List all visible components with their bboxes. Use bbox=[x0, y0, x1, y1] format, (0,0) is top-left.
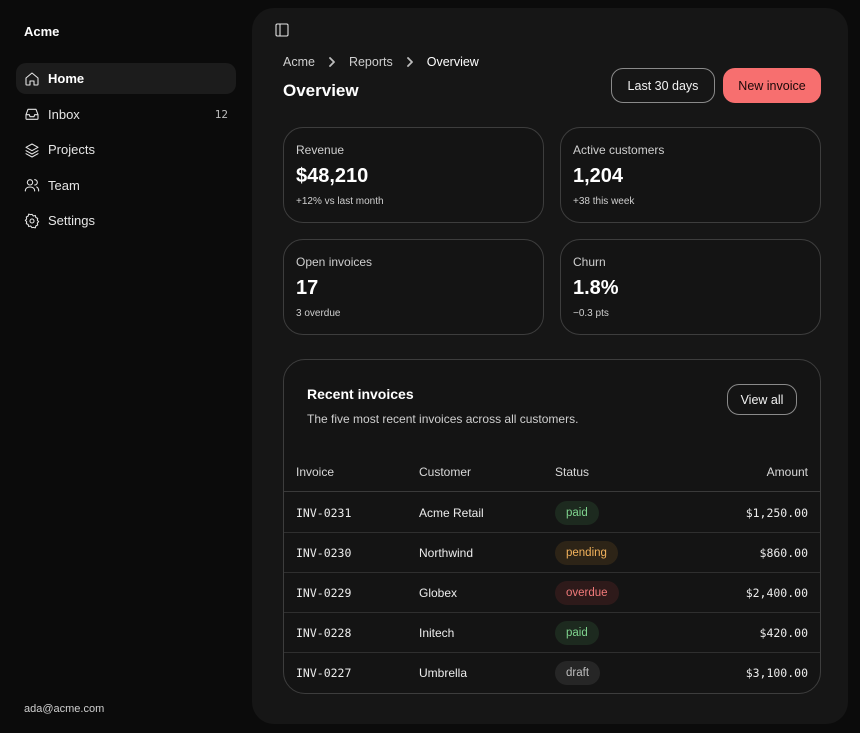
column-header-invoice: Invoice bbox=[296, 465, 335, 479]
customer-name: Globex bbox=[419, 586, 458, 600]
inbox-count: 12 bbox=[214, 107, 228, 121]
stat-label: Active customers bbox=[573, 143, 665, 157]
stat-sub: 3 overdue bbox=[296, 308, 341, 319]
chevron-right-icon bbox=[405, 57, 415, 67]
table-row[interactable]: INV-0231 Acme Retail paid $1,250.00 bbox=[284, 493, 820, 533]
table-row[interactable]: INV-0228 Initech paid $420.00 bbox=[284, 613, 820, 653]
page-title: Overview bbox=[283, 81, 359, 100]
status-cell: paid bbox=[555, 501, 599, 525]
stat-value: 1,204 bbox=[573, 165, 624, 187]
stat-label: Churn bbox=[573, 255, 606, 269]
column-header-status: Status bbox=[555, 465, 590, 479]
sidebar: Acme Home Inbox 12 Projects Team bbox=[0, 0, 252, 733]
customer-name: Northwind bbox=[419, 546, 474, 560]
sidebar-toggle-icon bbox=[275, 23, 289, 37]
stat-sub: −0.3 pts bbox=[573, 308, 609, 319]
status-cell: overdue bbox=[555, 581, 619, 605]
sidebar-nav: Home Inbox 12 Projects Team Settings bbox=[16, 63, 236, 241]
sidebar-item-team[interactable]: Team bbox=[16, 170, 236, 201]
customer-name: Acme Retail bbox=[419, 506, 484, 520]
recent-invoices-card: Recent invoices The five most recent inv… bbox=[283, 359, 821, 694]
view-all-button[interactable]: View all bbox=[727, 384, 797, 415]
breadcrumb-acme[interactable]: Acme bbox=[283, 55, 315, 69]
user-email[interactable]: ada@acme.com bbox=[24, 703, 105, 715]
invoice-id: INV-0227 bbox=[296, 666, 352, 680]
stat-label: Open invoices bbox=[296, 255, 373, 269]
stat-value: 17 bbox=[296, 277, 319, 299]
column-header-amount: Amount bbox=[766, 465, 808, 479]
status-badge: paid bbox=[555, 621, 599, 645]
table-row[interactable]: INV-0229 Globex overdue $2,400.00 bbox=[284, 573, 820, 613]
status-badge: pending bbox=[555, 541, 618, 565]
gear-icon bbox=[24, 213, 40, 229]
invoice-amount: $3,100.00 bbox=[745, 666, 808, 680]
sidebar-item-label: Settings bbox=[48, 213, 95, 228]
new-invoice-button[interactable]: New invoice bbox=[723, 68, 821, 103]
recent-invoices-description: The five most recent invoices across all… bbox=[307, 412, 579, 426]
status-badge: overdue bbox=[555, 581, 619, 605]
users-icon bbox=[24, 177, 40, 193]
table-row[interactable]: INV-0230 Northwind pending $860.00 bbox=[284, 533, 820, 573]
brand-name: Acme bbox=[24, 24, 60, 39]
sidebar-item-label: Inbox bbox=[48, 106, 80, 122]
invoice-id: INV-0229 bbox=[296, 586, 352, 600]
status-cell: pending bbox=[555, 541, 618, 565]
customer-name: Initech bbox=[419, 626, 455, 640]
breadcrumb: Acme Reports Overview bbox=[283, 55, 479, 69]
invoice-id: INV-0228 bbox=[296, 626, 352, 640]
chevron-right-icon bbox=[327, 57, 337, 67]
recent-invoices-title: Recent invoices bbox=[307, 386, 414, 402]
stat-sub: +12% vs last month bbox=[296, 196, 384, 207]
invoice-amount: $1,250.00 bbox=[745, 506, 808, 520]
sidebar-item-label: Home bbox=[48, 71, 85, 86]
stat-value: 1.8% bbox=[573, 277, 619, 299]
sidebar-item-settings[interactable]: Settings bbox=[16, 205, 236, 236]
status-badge: paid bbox=[555, 501, 599, 525]
layers-icon bbox=[24, 142, 40, 158]
breadcrumb-reports[interactable]: Reports bbox=[348, 55, 393, 69]
status-cell: draft bbox=[555, 661, 601, 685]
stat-sub: +38 this week bbox=[573, 196, 635, 207]
home-icon bbox=[24, 71, 40, 87]
stat-card-revenue: Revenue $48,210 +12% vs last month bbox=[283, 127, 544, 223]
stat-card-active-customers: Active customers 1,204 +38 this week bbox=[560, 127, 821, 223]
table-header: Invoice Customer Status Amount bbox=[284, 452, 820, 492]
breadcrumb-overview: Overview bbox=[426, 55, 479, 69]
invoice-amount: $420.00 bbox=[759, 626, 808, 640]
sidebar-toggle-button[interactable] bbox=[274, 22, 292, 40]
status-cell: paid bbox=[555, 621, 599, 645]
sidebar-item-home[interactable]: Home bbox=[16, 63, 236, 94]
invoice-amount: $2,400.00 bbox=[745, 586, 808, 600]
main-panel: Acme Reports Overview Overview Last 30 d… bbox=[252, 8, 848, 724]
inbox-icon bbox=[24, 106, 40, 122]
table-row[interactable]: INV-0227 Umbrella draft $3,100.00 bbox=[284, 653, 820, 693]
stat-card-churn: Churn 1.8% −0.3 pts bbox=[560, 239, 821, 335]
invoice-id: INV-0231 bbox=[296, 506, 352, 520]
column-header-customer: Customer bbox=[419, 465, 472, 479]
invoice-amount: $860.00 bbox=[759, 546, 808, 560]
sidebar-item-projects[interactable]: Projects bbox=[16, 134, 236, 165]
customer-name: Umbrella bbox=[419, 666, 468, 680]
stat-card-open-invoices: Open invoices 17 3 overdue bbox=[283, 239, 544, 335]
sidebar-item-label: Projects bbox=[48, 142, 95, 157]
date-range-button[interactable]: Last 30 days bbox=[611, 68, 715, 103]
sidebar-item-inbox[interactable]: Inbox 12 bbox=[16, 99, 236, 130]
status-badge: draft bbox=[555, 661, 601, 685]
sidebar-item-label: Team bbox=[48, 177, 80, 193]
stat-label: Revenue bbox=[296, 143, 345, 157]
stat-value: $48,210 bbox=[296, 165, 369, 187]
invoice-id: INV-0230 bbox=[296, 546, 352, 560]
